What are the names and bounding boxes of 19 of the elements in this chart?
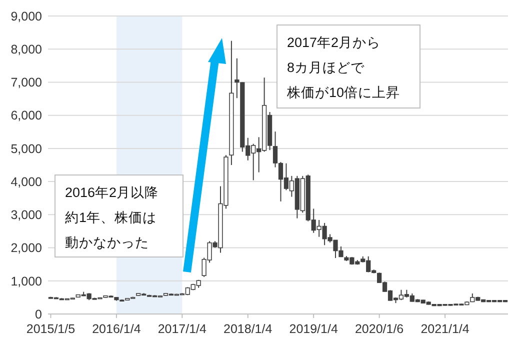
x-tick-label: 2018/1/4	[224, 322, 272, 336]
annotation: 2017年2月から8カ月ほどで株価が10倍に上昇	[286, 35, 400, 100]
y-tick-label: 8,000	[10, 42, 42, 56]
y-tick-label: 3,000	[10, 208, 42, 222]
annotation: 2016年2月以降約1年、株価は動かなかった	[65, 185, 159, 250]
x-tick-label: 2020/1/6	[354, 322, 404, 336]
x-tick-label: 2016/1/4	[92, 322, 141, 336]
x-tick-label: 2015/1/5	[26, 322, 76, 336]
y-tick-label: 1,000	[10, 274, 42, 288]
y-tick-label: 4,000	[10, 174, 42, 189]
y-tick-label: 0	[35, 307, 42, 322]
x-tick-label: 2021/1/4	[420, 322, 470, 336]
x-tick-label: 2019/1/4	[289, 322, 338, 336]
x-tick-label: 2017/1/4	[158, 322, 207, 336]
y-tick-label: 5,000	[10, 142, 42, 156]
y-tick-label: 2,000	[10, 241, 42, 256]
y-tick-label: 7,000	[10, 76, 42, 90]
y-tick-label: 6,000	[10, 108, 42, 123]
y-tick-label: 9,000	[10, 9, 42, 24]
